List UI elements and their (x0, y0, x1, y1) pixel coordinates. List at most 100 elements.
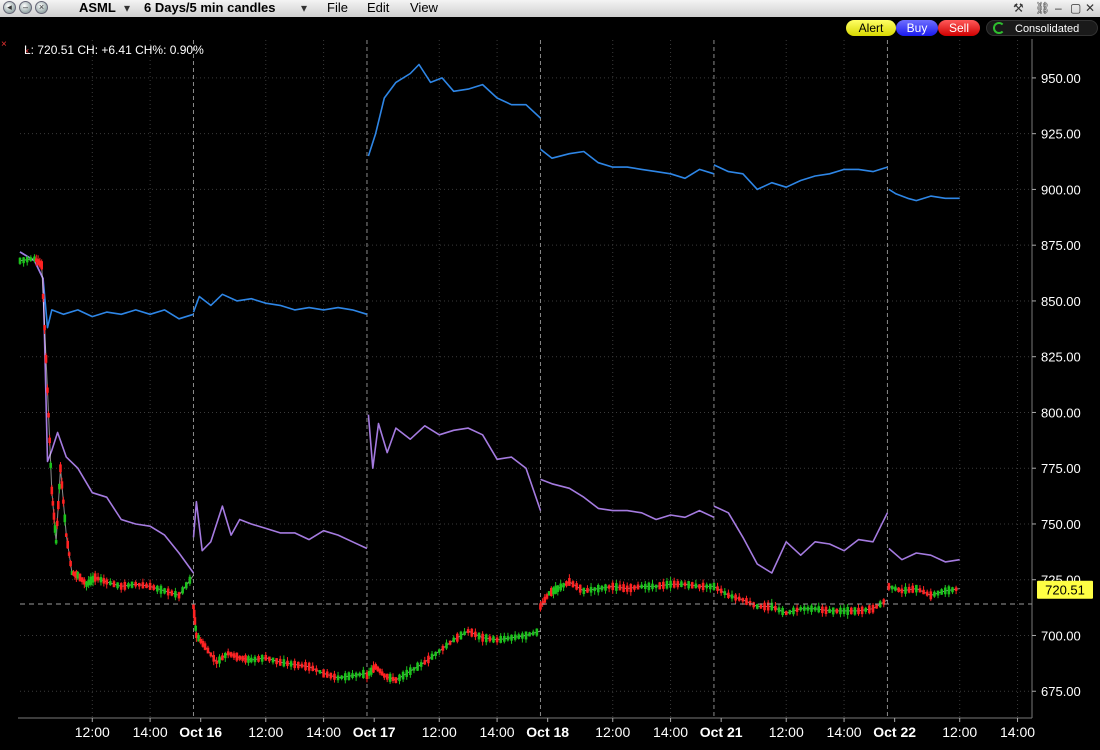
candle-body (513, 634, 517, 640)
x-tick-label: 12:00 (75, 724, 110, 740)
x-tick-label: 12:00 (769, 724, 804, 740)
close-icon[interactable]: ✕ (1085, 1, 1096, 15)
candle-body (33, 256, 36, 261)
refresh-icon (993, 22, 1005, 34)
candle-body (849, 607, 853, 615)
link-icon[interactable]: ⛓ (1035, 1, 1051, 15)
last-price-tag-label: 720.51 (1045, 583, 1085, 598)
candle-body (62, 499, 65, 504)
period-dropdown-icon[interactable]: ▾ (301, 1, 308, 15)
candle-body (828, 608, 831, 614)
menu-view[interactable]: View (410, 0, 438, 15)
close-icon[interactable]: × (1, 39, 7, 50)
candle-body (694, 583, 698, 589)
candle-body (297, 661, 300, 669)
series-line (19, 251, 195, 574)
candle-body (477, 632, 481, 640)
candle-body (719, 588, 723, 594)
symbol-dropdown-icon[interactable]: ▾ (124, 1, 131, 15)
candle-body (156, 585, 159, 592)
series-line (540, 478, 715, 521)
candle-body (611, 582, 615, 591)
window-minimize-icon[interactable]: – (19, 1, 32, 14)
candle-body (452, 637, 456, 643)
alert-button[interactable]: Alert (846, 20, 896, 36)
wrench-icon[interactable]: ⚒ (1013, 1, 1024, 15)
candle-body (875, 604, 878, 609)
candle-body (481, 633, 484, 642)
candle-body (954, 587, 958, 591)
candle-body (34, 258, 38, 263)
candle-body (499, 635, 502, 643)
candle-body (209, 652, 213, 657)
candle-body (596, 584, 600, 593)
x-tick-label: 14:00 (306, 724, 341, 740)
candle-body (929, 591, 933, 600)
buy-button[interactable]: Buy (896, 20, 938, 36)
candle-body (22, 257, 25, 264)
candle-body (940, 589, 943, 595)
y-tick-label: 900.00 (1041, 182, 1081, 197)
candle-body (391, 676, 395, 682)
candle-body (199, 638, 203, 644)
y-tick-label: 850.00 (1041, 294, 1081, 309)
candle-body (41, 293, 45, 299)
candle-body (600, 585, 604, 591)
candle-body (545, 594, 549, 599)
period-selector[interactable]: 6 Days/5 min candles (144, 0, 276, 15)
candle-body (380, 671, 384, 676)
candle-body (578, 584, 582, 593)
candle-body (322, 669, 325, 678)
candle-body (218, 656, 221, 664)
candle-body (842, 607, 846, 615)
candle-body (145, 583, 148, 589)
menu-edit[interactable]: Edit (367, 0, 390, 15)
candle-body (894, 586, 897, 591)
candle-body (238, 655, 242, 660)
menu-file[interactable]: File (327, 0, 348, 15)
candle-body (441, 645, 445, 651)
candle-body (853, 607, 857, 615)
candle-body (177, 592, 181, 599)
candle-body (658, 582, 662, 590)
candle-body (604, 584, 607, 591)
candle-body (556, 585, 560, 592)
candle-body (99, 577, 103, 583)
y-tick-label: 700.00 (1041, 628, 1081, 643)
candle-body (232, 653, 236, 658)
remove-study-icon[interactable]: × (24, 46, 30, 56)
series-line (19, 251, 194, 329)
x-tick-label: Oct 22 (873, 724, 916, 740)
candle-body (799, 607, 802, 611)
candle-body (376, 666, 380, 672)
candle-body (943, 587, 947, 595)
candle-body (419, 662, 423, 667)
candle-body (857, 607, 860, 615)
consolidated-button[interactable]: Consolidated (986, 20, 1098, 36)
candle-body (192, 603, 195, 610)
candle-body (53, 525, 57, 533)
candle-body (105, 579, 109, 585)
candle-body (716, 586, 719, 591)
candle-body (244, 655, 247, 663)
candle-body (589, 586, 593, 593)
candle-body (936, 590, 940, 596)
minimize-icon[interactable]: – (1055, 1, 1062, 15)
candles-group (18, 254, 960, 685)
candle-body (792, 607, 795, 615)
window-close-icon[interactable]: × (35, 1, 48, 14)
candle-body (543, 596, 547, 603)
window-control-icon[interactable]: ◂ (3, 1, 16, 14)
candle-body (669, 580, 672, 588)
sell-button[interactable]: Sell (938, 20, 980, 36)
candle-body (401, 671, 405, 680)
restore-icon[interactable]: ▢ (1070, 1, 1082, 15)
candle-body (405, 669, 409, 677)
candle-body (911, 585, 915, 593)
symbol-selector[interactable]: ASML (79, 0, 116, 15)
candle-body (85, 581, 88, 587)
candle-body (203, 643, 207, 650)
candle-body (351, 673, 354, 679)
candle-body (712, 582, 716, 590)
